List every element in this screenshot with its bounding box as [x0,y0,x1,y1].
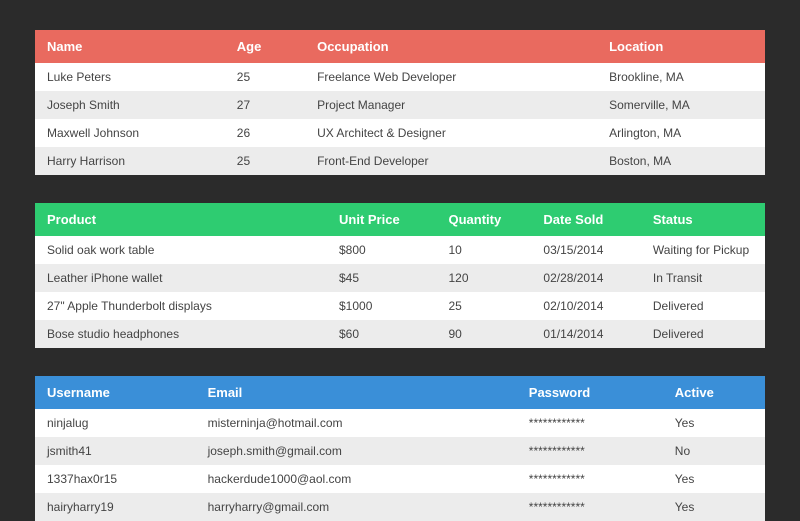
table-row: 1337hax0r15hackerdude1000@aol.com*******… [35,465,765,493]
table-cell: Leather iPhone wallet [35,264,327,292]
table-cell: Project Manager [305,91,597,119]
table-cell: Front-End Developer [305,147,597,175]
table-row: jsmith41joseph.smith@gmail.com**********… [35,437,765,465]
table-cell: Joseph Smith [35,91,225,119]
table-cell: 27 [225,91,305,119]
table-row: Solid oak work table$8001003/15/2014Wait… [35,236,765,264]
col-unit-price: Unit Price [327,203,437,236]
table-row: Bose studio headphones$609001/14/2014Del… [35,320,765,348]
table-cell: Yes [663,465,765,493]
table-cell: No [663,437,765,465]
table-cell: 25 [225,63,305,91]
people-tbody: Luke Peters25Freelance Web DeveloperBroo… [35,63,765,175]
table-cell: 25 [437,292,532,320]
table-row: Leather iPhone wallet$4512002/28/2014In … [35,264,765,292]
col-age: Age [225,30,305,63]
col-status: Status [641,203,765,236]
table-cell: Yes [663,409,765,437]
table-cell: Delivered [641,292,765,320]
table-cell: $800 [327,236,437,264]
col-name: Name [35,30,225,63]
table-row: ninjalugmisterninja@hotmail.com*********… [35,409,765,437]
table-cell: Luke Peters [35,63,225,91]
table-cell: 02/10/2014 [531,292,641,320]
table-cell: harryharry@gmail.com [196,493,517,521]
table-cell: joseph.smith@gmail.com [196,437,517,465]
table-cell: ************ [517,493,663,521]
table-cell: Yes [663,493,765,521]
table-cell: Waiting for Pickup [641,236,765,264]
table-cell: Harry Harrison [35,147,225,175]
table-cell: 02/28/2014 [531,264,641,292]
table-row: Luke Peters25Freelance Web DeveloperBroo… [35,63,765,91]
table-cell: 26 [225,119,305,147]
table-cell: Freelance Web Developer [305,63,597,91]
table-row: Joseph Smith27Project ManagerSomerville,… [35,91,765,119]
table-cell: Delivered [641,320,765,348]
col-occupation: Occupation [305,30,597,63]
col-product: Product [35,203,327,236]
table-header-row: Username Email Password Active [35,376,765,409]
table-cell: jsmith41 [35,437,196,465]
col-quantity: Quantity [437,203,532,236]
table-cell: $45 [327,264,437,292]
table-cell: ************ [517,437,663,465]
table-header-row: Name Age Occupation Location [35,30,765,63]
col-username: Username [35,376,196,409]
table-header-row: Product Unit Price Quantity Date Sold St… [35,203,765,236]
col-date-sold: Date Sold [531,203,641,236]
products-table: Product Unit Price Quantity Date Sold St… [35,203,765,348]
table-cell: misterninja@hotmail.com [196,409,517,437]
col-password: Password [517,376,663,409]
users-table: Username Email Password Active ninjalugm… [35,376,765,521]
table-cell: ninjalug [35,409,196,437]
table-cell: $60 [327,320,437,348]
col-active: Active [663,376,765,409]
users-tbody: ninjalugmisterninja@hotmail.com*********… [35,409,765,521]
table-cell: 90 [437,320,532,348]
table-cell: hairyharry19 [35,493,196,521]
table-cell: Boston, MA [597,147,765,175]
table-cell: Arlington, MA [597,119,765,147]
products-table-el: Product Unit Price Quantity Date Sold St… [35,203,765,348]
table-cell: 10 [437,236,532,264]
people-table-el: Name Age Occupation Location Luke Peters… [35,30,765,175]
table-cell: 25 [225,147,305,175]
table-cell: 120 [437,264,532,292]
table-cell: ************ [517,465,663,493]
table-cell: In Transit [641,264,765,292]
users-table-el: Username Email Password Active ninjalugm… [35,376,765,521]
table-cell: Maxwell Johnson [35,119,225,147]
people-table: Name Age Occupation Location Luke Peters… [35,30,765,175]
table-cell: 01/14/2014 [531,320,641,348]
table-cell: $1000 [327,292,437,320]
table-cell: hackerdude1000@aol.com [196,465,517,493]
table-cell: 03/15/2014 [531,236,641,264]
table-cell: 1337hax0r15 [35,465,196,493]
table-row: Harry Harrison25Front-End DeveloperBosto… [35,147,765,175]
table-cell: 27" Apple Thunderbolt displays [35,292,327,320]
table-cell: ************ [517,409,663,437]
table-row: Maxwell Johnson26UX Architect & Designer… [35,119,765,147]
table-cell: Somerville, MA [597,91,765,119]
table-cell: Brookline, MA [597,63,765,91]
col-location: Location [597,30,765,63]
table-row: 27" Apple Thunderbolt displays$10002502/… [35,292,765,320]
table-cell: Bose studio headphones [35,320,327,348]
table-cell: UX Architect & Designer [305,119,597,147]
table-cell: Solid oak work table [35,236,327,264]
products-tbody: Solid oak work table$8001003/15/2014Wait… [35,236,765,348]
col-email: Email [196,376,517,409]
table-row: hairyharry19harryharry@gmail.com********… [35,493,765,521]
